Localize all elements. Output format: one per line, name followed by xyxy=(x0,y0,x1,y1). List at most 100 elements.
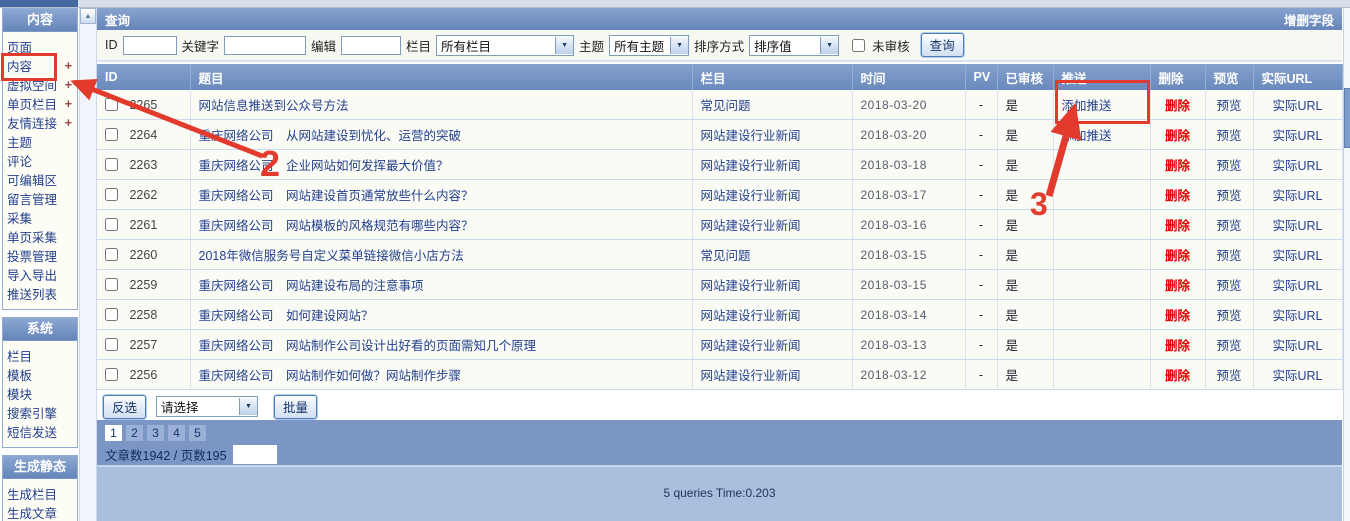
main-scrollbar[interactable] xyxy=(1343,8,1350,521)
add-push-link[interactable]: 添加推送 xyxy=(1061,99,1112,113)
sidebar-item-搜索引擎[interactable]: 搜索引擎 xyxy=(7,407,58,421)
search-button[interactable]: 查询 xyxy=(920,33,964,57)
actual-url-link[interactable]: 实际URL xyxy=(1272,99,1323,113)
row-checkbox[interactable] xyxy=(105,97,118,111)
article-title-link[interactable]: 2018年微信服务号自定义菜单链接微信小店方法 xyxy=(198,249,464,263)
row-checkbox[interactable] xyxy=(105,247,118,261)
keyword-input[interactable] xyxy=(224,35,307,55)
sidebar-item-留言管理[interactable]: 留言管理 xyxy=(7,193,58,207)
row-checkbox[interactable] xyxy=(105,157,118,171)
preview-link[interactable]: 预览 xyxy=(1216,129,1242,143)
article-title-link[interactable]: 重庆网络公司 网站建设布局的注意事项 xyxy=(198,279,424,293)
scroll-up-icon[interactable]: ▲ xyxy=(80,8,96,24)
scrollbar-thumb[interactable] xyxy=(1344,88,1350,148)
sort-select[interactable]: 排序值 ▼ xyxy=(749,34,840,56)
expand-plus-icon[interactable]: + xyxy=(64,115,72,130)
actual-url-link[interactable]: 实际URL xyxy=(1272,369,1323,383)
article-title-link[interactable]: 重庆网络公司 网站模板的风格规范有哪些内容？ xyxy=(198,219,474,233)
delete-link[interactable]: 删除 xyxy=(1164,219,1190,233)
delete-link[interactable]: 删除 xyxy=(1164,249,1190,263)
article-title-link[interactable]: 重庆网络公司 网站建设首页通常放些什么内容？ xyxy=(198,189,474,203)
chevron-down-icon[interactable]: ▼ xyxy=(670,36,689,54)
preview-link[interactable]: 预览 xyxy=(1216,219,1242,233)
actual-url-link[interactable]: 实际URL xyxy=(1272,219,1323,233)
delete-link[interactable]: 删除 xyxy=(1164,99,1190,113)
sidebar-item-单页采集[interactable]: 单页采集 xyxy=(7,231,58,245)
sidebar-item-可编辑区[interactable]: 可编辑区 xyxy=(7,174,58,188)
invert-selection-button[interactable]: 反选 xyxy=(103,394,147,419)
chevron-down-icon[interactable]: ▼ xyxy=(239,398,258,415)
sidebar-item-短信发送[interactable]: 短信发送 xyxy=(7,426,58,440)
actual-url-link[interactable]: 实际URL xyxy=(1272,249,1323,263)
preview-link[interactable]: 预览 xyxy=(1216,339,1242,353)
sidebar-item-模块[interactable]: 模块 xyxy=(7,388,33,402)
page-button-4[interactable]: 4 xyxy=(168,425,185,441)
sidebar-item-模板[interactable]: 模板 xyxy=(7,369,33,383)
actual-url-link[interactable]: 实际URL xyxy=(1272,189,1323,203)
sidebar-item-主题[interactable]: 主题 xyxy=(7,136,33,150)
actual-url-link[interactable]: 实际URL xyxy=(1272,159,1323,173)
category-link[interactable]: 网站建设行业新闻 xyxy=(700,129,801,143)
page-button-2[interactable]: 2 xyxy=(126,425,143,441)
actual-url-link[interactable]: 实际URL xyxy=(1272,339,1323,353)
delete-link[interactable]: 删除 xyxy=(1164,129,1190,143)
expand-plus-icon[interactable]: + xyxy=(64,58,72,73)
sidebar-item-单页栏目[interactable]: 单页栏目 + xyxy=(7,96,72,113)
category-link[interactable]: 常见问题 xyxy=(700,99,751,113)
category-link[interactable]: 网站建设行业新闻 xyxy=(700,309,801,323)
sidebar-item-采集[interactable]: 采集 xyxy=(7,212,33,226)
add-delete-fields-link[interactable]: 增删字段 xyxy=(1283,13,1334,28)
page-button-1[interactable]: 1 xyxy=(105,425,122,441)
article-title-link[interactable]: 重庆网络公司 网站制作公司设计出好看的页面需知几个原理 xyxy=(198,339,537,353)
delete-link[interactable]: 删除 xyxy=(1164,159,1190,173)
row-checkbox[interactable] xyxy=(105,277,118,291)
sidebar-item-页面[interactable]: 页面 xyxy=(7,41,33,55)
category-link[interactable]: 网站建设行业新闻 xyxy=(700,369,801,383)
page-button-3[interactable]: 3 xyxy=(147,425,164,441)
chevron-down-icon[interactable]: ▼ xyxy=(820,36,839,54)
preview-link[interactable]: 预览 xyxy=(1216,309,1242,323)
preview-link[interactable]: 预览 xyxy=(1216,279,1242,293)
delete-link[interactable]: 删除 xyxy=(1164,339,1190,353)
article-title-link[interactable]: 重庆网络公司 从网站建设到忧化、运营的突破 xyxy=(198,129,462,143)
sidebar-item-内容[interactable]: 内容 + xyxy=(7,58,72,75)
add-push-link[interactable]: 添加推送 xyxy=(1061,129,1112,143)
actual-url-link[interactable]: 实际URL xyxy=(1272,309,1323,323)
preview-link[interactable]: 预览 xyxy=(1216,189,1242,203)
actual-url-link[interactable]: 实际URL xyxy=(1272,129,1323,143)
article-title-link[interactable]: 网站信息推送到公众号方法 xyxy=(198,99,349,113)
page-jump-input[interactable] xyxy=(232,445,277,464)
editor-input[interactable] xyxy=(341,35,402,55)
row-checkbox[interactable] xyxy=(105,337,118,351)
id-input[interactable] xyxy=(122,35,177,55)
delete-link[interactable]: 删除 xyxy=(1164,309,1190,323)
expand-plus-icon[interactable]: + xyxy=(64,77,72,92)
expand-plus-icon[interactable]: + xyxy=(64,96,72,111)
preview-link[interactable]: 预览 xyxy=(1216,249,1242,263)
row-checkbox[interactable] xyxy=(105,127,118,141)
row-checkbox[interactable] xyxy=(105,367,118,381)
sidebar-item-虚拟空间[interactable]: 虚拟空间 + xyxy=(7,77,72,94)
batch-action-select[interactable]: 请选择 ▼ xyxy=(156,396,259,417)
article-title-link[interactable]: 重庆网络公司 企业网站如何发挥最大价值？ xyxy=(198,159,449,173)
article-title-link[interactable]: 重庆网络公司 网站制作如何做？网站制作步骤 xyxy=(198,369,462,383)
delete-link[interactable]: 删除 xyxy=(1164,369,1190,383)
sidebar-item-生成文章[interactable]: 生成文章 xyxy=(7,507,58,521)
sidebar-item-生成栏目[interactable]: 生成栏目 xyxy=(7,488,58,502)
actual-url-link[interactable]: 实际URL xyxy=(1272,279,1323,293)
batch-button[interactable]: 批量 xyxy=(274,394,318,419)
theme-select[interactable]: 所有主题 ▼ xyxy=(609,34,690,56)
category-link[interactable]: 网站建设行业新闻 xyxy=(700,219,801,233)
sidebar-item-栏目[interactable]: 栏目 xyxy=(7,350,33,364)
sidebar-item-友情连接[interactable]: 友情连接 + xyxy=(7,115,72,132)
article-title-link[interactable]: 重庆网络公司 如何建设网站？ xyxy=(198,309,374,323)
preview-link[interactable]: 预览 xyxy=(1216,369,1242,383)
chevron-down-icon[interactable]: ▼ xyxy=(555,36,574,54)
category-link[interactable]: 网站建设行业新闻 xyxy=(700,339,801,353)
category-link[interactable]: 网站建设行业新闻 xyxy=(700,159,801,173)
category-select[interactable]: 所有栏目 ▼ xyxy=(436,34,575,56)
sidebar-scrollbar[interactable]: ▲ xyxy=(79,8,97,521)
preview-link[interactable]: 预览 xyxy=(1216,159,1242,173)
row-checkbox[interactable] xyxy=(105,307,118,321)
unaudited-checkbox[interactable] xyxy=(852,38,866,52)
